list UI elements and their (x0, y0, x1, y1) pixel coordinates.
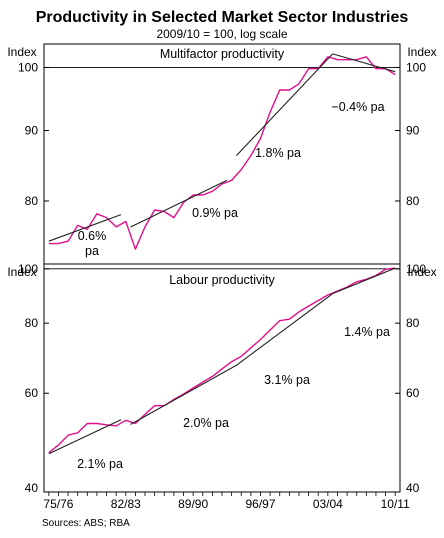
x-tick-label: 89/90 (178, 497, 208, 511)
y-tick-label-left: 80 (25, 316, 39, 330)
trend-line (236, 53, 334, 156)
trend-label: 0.9% pa (192, 206, 238, 220)
sources-note: Sources: ABS; RBA (42, 518, 130, 529)
labour-productivity-panel: Labour productivity Index Index 40 40 60 60 80 8… (7, 262, 436, 495)
trend-line (332, 267, 396, 295)
unit-label-left: Index (7, 265, 36, 279)
trend-label: 3.1% pa (264, 373, 310, 387)
y-tick-label-right: 80 (406, 194, 420, 208)
trend-label: 2.0% pa (183, 416, 229, 430)
trend-line (48, 419, 122, 455)
unit-label-left: Index (7, 45, 36, 59)
y-tick-label-left: 100 (18, 60, 38, 74)
productivity-series-line (48, 56, 396, 250)
trend-label: 2.1% pa (77, 457, 123, 471)
y-tick-label-left: 40 (25, 481, 39, 495)
x-axis: 75/76 82/83 89/90 96/97 03/04 10/11 (43, 492, 410, 511)
y-tick-label-right: 100 (406, 262, 426, 276)
trend-line (130, 364, 237, 425)
trend-label: 1.8% pa (255, 146, 301, 160)
y-tick-label-left: 100 (18, 262, 38, 276)
multifactor-productivity-panel: Multifactor productivity Index Index 80 80 90… (7, 43, 437, 265)
x-tick-label: 03/04 (313, 497, 343, 511)
x-tick-label: 75/76 (43, 497, 73, 511)
trend-label: −0.4% pa (331, 100, 384, 114)
chart-title: Productivity in Selected Market Sector I… (36, 9, 409, 26)
y-tick-label-right: 60 (406, 386, 420, 400)
trend-line (130, 179, 228, 228)
panel-title: Multifactor productivity (160, 47, 285, 61)
trend-line (236, 293, 333, 366)
trend-line (332, 53, 396, 73)
y-tick-label-left: 80 (25, 194, 39, 208)
y-tick-label-left: 60 (25, 386, 39, 400)
y-tick-label-right: 100 (406, 60, 426, 74)
trend-line (48, 214, 122, 242)
x-tick-label: 96/97 (245, 497, 275, 511)
y-tick-label-right: 90 (406, 123, 420, 137)
trend-label: 1.4% pa (344, 325, 390, 339)
y-tick-label-left: 90 (25, 123, 39, 137)
trend-label: 0.6% pa (78, 229, 107, 258)
unit-label-right: Index (407, 265, 436, 279)
x-tick-label: 82/83 (111, 497, 141, 511)
y-tick-label-right: 40 (406, 481, 420, 495)
chart-subtitle: 2009/10 = 100, log scale (156, 27, 287, 41)
unit-label-right: Index (407, 45, 436, 59)
productivity-series-line (48, 267, 396, 454)
panel-title: Labour productivity (169, 273, 275, 287)
y-tick-label-right: 80 (406, 316, 420, 330)
x-tick-label: 10/11 (381, 497, 410, 511)
